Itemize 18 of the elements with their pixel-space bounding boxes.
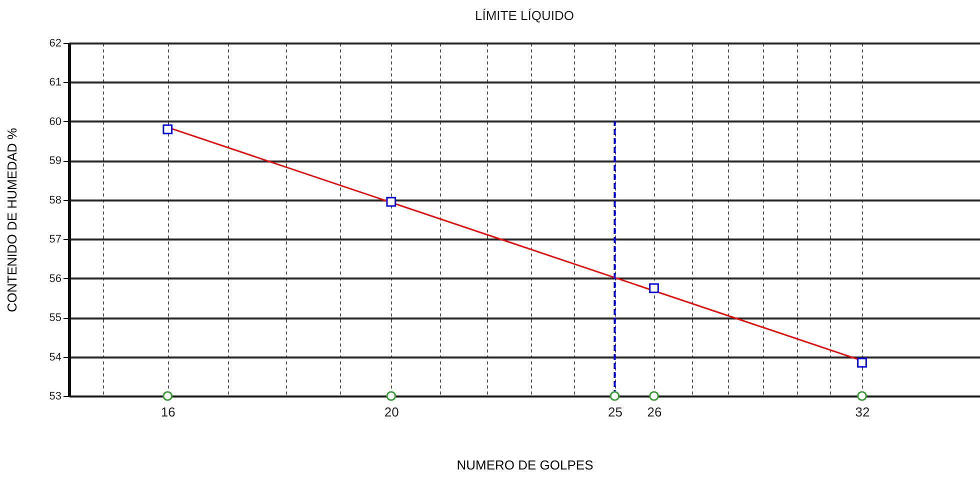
y-tick-label: 58 (49, 194, 62, 206)
x-tick-label: 20 (384, 404, 399, 420)
y-axis-title: CONTENIDO DE HUMEDAD % (4, 127, 20, 312)
y-tick-label: 53 (49, 390, 62, 402)
x-tick-label: 16 (160, 404, 176, 420)
y-tick-label: 57 (49, 234, 62, 246)
y-tick-label: 54 (49, 351, 62, 364)
x-tick-label: 25 (608, 404, 622, 420)
chart-title: LÍMITE LÍQUIDO (475, 8, 574, 23)
y-tick-label: 59 (49, 155, 62, 168)
x-tick-label: 32 (855, 404, 870, 420)
y-tick-label: 61 (49, 76, 62, 89)
x-axis-title: NUMERO DE GOLPES (456, 458, 594, 472)
y-tick-label: 62 (49, 38, 62, 50)
y-tick-label: 56 (49, 272, 62, 285)
x-tick-label: 26 (647, 404, 662, 420)
y-tick-label: 55 (49, 312, 62, 324)
y-tick-label: 60 (49, 116, 62, 128)
